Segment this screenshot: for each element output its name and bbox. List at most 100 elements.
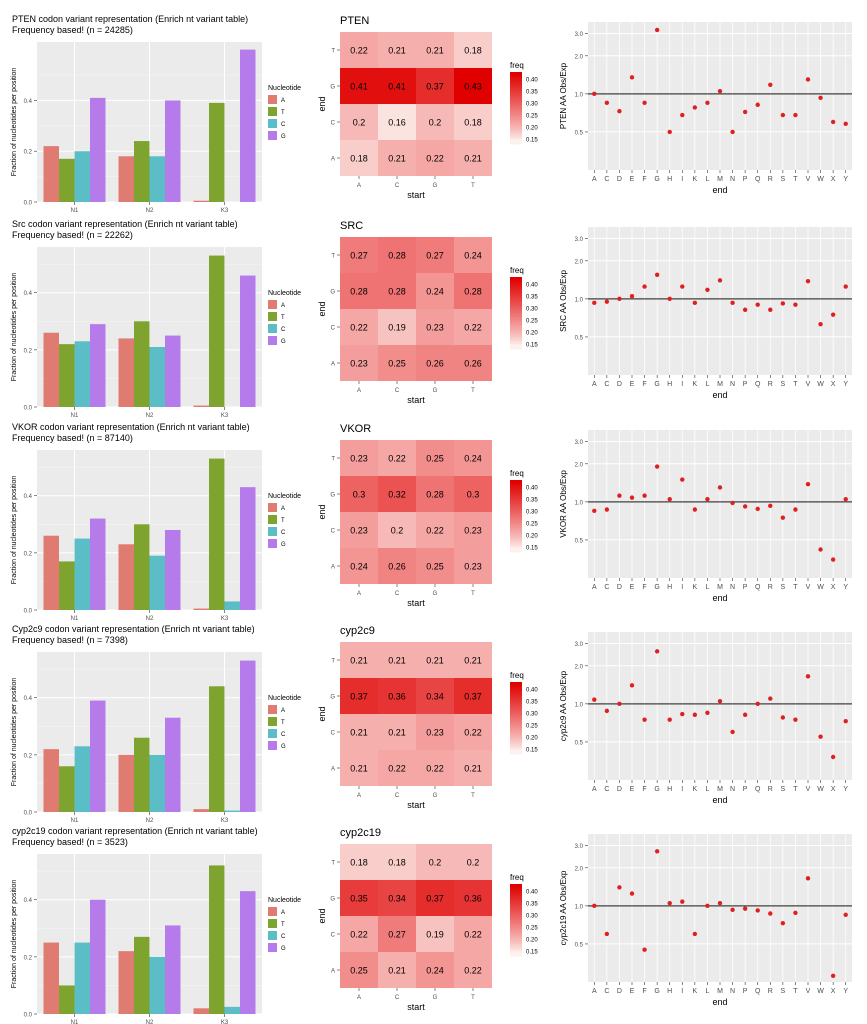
freq-legend-gradient <box>510 713 522 717</box>
heat-cell-label: 0.21 <box>464 656 482 666</box>
freq-legend-gradient <box>510 701 522 705</box>
scatter-ytick-label: 2.0 <box>575 462 584 468</box>
scatter-point-X <box>830 754 836 760</box>
scatter-ytick-label: 2.0 <box>575 54 584 60</box>
freq-legend-title: freq <box>510 469 524 478</box>
heat-cell-label: 0.2 <box>429 858 442 868</box>
nucleotide-legend-swatch-A <box>268 503 277 512</box>
heat-ytick-label: G <box>330 290 335 296</box>
nucleotide-legend-label: G <box>281 744 286 750</box>
bar-A-N1 <box>43 749 59 812</box>
heat-xtick-label: A <box>357 995 361 1001</box>
scatter-xtick-label: Y <box>843 786 848 793</box>
heat-cell-CC <box>378 512 416 548</box>
heat-cell-label: 0.37 <box>350 692 368 702</box>
freq-legend-gradient <box>510 746 522 750</box>
freq-legend-gradient <box>510 277 522 280</box>
heatmap-title: SRC <box>340 220 363 232</box>
freq-legend-label: 0.30 <box>526 712 538 718</box>
scatter-xtick-label: E <box>630 176 635 183</box>
nucleotide-legend-swatch-C <box>268 527 277 536</box>
scatter-point-I <box>680 711 685 717</box>
heat-cell-label: 0.25 <box>388 359 406 369</box>
scatter-point-Q <box>755 102 760 107</box>
scatter-ytick-label: 3.0 <box>575 32 584 38</box>
nucleotide-legend-swatch-C <box>268 119 277 128</box>
scatter-xtick-label: M <box>717 786 723 793</box>
freq-legend-gradient <box>510 734 522 738</box>
heat-cell-label: 0.22 <box>388 454 406 464</box>
freq-legend-gradient <box>510 315 522 319</box>
bar-chart-4: Cyp2c9 codon variant representation (Enr… <box>11 624 301 824</box>
heat-cell-GG <box>416 273 454 309</box>
heat-cell-label: 0.22 <box>426 526 444 536</box>
freq-legend-gradient <box>510 494 522 498</box>
heat-xtick-label: G <box>433 591 438 597</box>
scatter-xtick-label: R <box>768 176 773 183</box>
freq-legend-gradient <box>510 694 522 697</box>
heat-cell-TC <box>378 642 416 678</box>
bar-chart-subtitle: Frequency based! (n = 3523) <box>12 837 128 847</box>
scatter-xtick-label: D <box>617 381 622 388</box>
heat-cell-label: 0.21 <box>388 966 406 976</box>
bar-ytick-label: 0.0 <box>24 406 33 412</box>
scatter-xtick-label: F <box>642 584 646 591</box>
heat-cell-TG <box>416 237 454 273</box>
freq-legend-gradient <box>510 108 522 111</box>
scatter-point-H <box>667 717 672 722</box>
scatter-point-E <box>629 891 635 896</box>
scatter-point-S <box>780 515 786 520</box>
scatter-xtick-label: F <box>642 988 646 995</box>
scatter-xtick-label: W <box>817 584 824 591</box>
nucleotide-legend-swatch-A <box>268 907 277 916</box>
freq-legend-gradient <box>510 893 522 897</box>
heat-cell-CA <box>340 714 378 750</box>
heat-xtick-label: G <box>433 995 438 1001</box>
nucleotide-legend-label: G <box>281 946 286 952</box>
scatter-point-W <box>818 95 823 101</box>
scatter-point-C <box>604 100 610 105</box>
freq-legend-label: 0.35 <box>526 700 538 706</box>
bar-chart-5: cyp2c19 codon variant representation (En… <box>11 826 301 1024</box>
scatter-xlabel: end <box>712 593 727 603</box>
heat-cell-AG <box>416 750 454 786</box>
scatter-xtick-label: I <box>681 786 683 793</box>
heat-ytick-label: T <box>331 861 335 867</box>
heat-cell-label: 0.18 <box>464 46 482 56</box>
heat-cell-label: 0.21 <box>388 46 406 56</box>
nucleotide-legend-swatch-C <box>268 324 277 333</box>
bar-T-N2 <box>134 936 150 1014</box>
freq-legend-label: 0.15 <box>526 950 538 956</box>
freq-legend-title: freq <box>510 266 524 275</box>
bar-xtick-label: N1 <box>71 616 79 622</box>
bar-G-N2 <box>165 530 181 610</box>
heat-xtick-label: T <box>471 793 475 799</box>
scatter-point-G <box>654 849 660 854</box>
scatter-point-Q <box>755 506 760 512</box>
scatter-point-Q <box>755 701 760 707</box>
freq-legend-gradient <box>510 296 522 300</box>
scatter-point-F <box>642 717 647 722</box>
scatter-xtick-label: M <box>717 381 723 388</box>
heat-cell-TT <box>454 32 492 68</box>
scatter-point-P <box>742 504 748 509</box>
heat-cell-label: 0.3 <box>353 490 366 500</box>
heat-cell-GT <box>454 880 492 916</box>
heat-cell-label: 0.22 <box>464 930 482 940</box>
freq-legend-gradient <box>510 888 522 892</box>
bar-ytick-label: 0.4 <box>24 494 33 500</box>
scatter-point-V <box>805 481 811 487</box>
heat-cell-label: 0.23 <box>426 323 444 333</box>
scatter-point-G <box>654 649 660 654</box>
scatter-point-D <box>617 493 622 498</box>
heatmap-5: cyp2c19 0.18 0.18 0.2 0.2 0.35 0.34 0.37 0.36 0.2… <box>317 827 538 1012</box>
scatter-xtick-label: Y <box>843 381 848 388</box>
heat-cell-label: 0.2 <box>391 526 404 536</box>
scatter-point-H <box>667 296 672 302</box>
scatter-point-S <box>780 112 786 118</box>
bar-xtick-label: K3 <box>221 616 229 622</box>
nucleotide-legend-label: T <box>281 518 285 524</box>
freq-legend-label: 0.25 <box>526 319 538 325</box>
bar-G-K3 <box>240 487 256 610</box>
scatter-point-T <box>793 302 798 307</box>
